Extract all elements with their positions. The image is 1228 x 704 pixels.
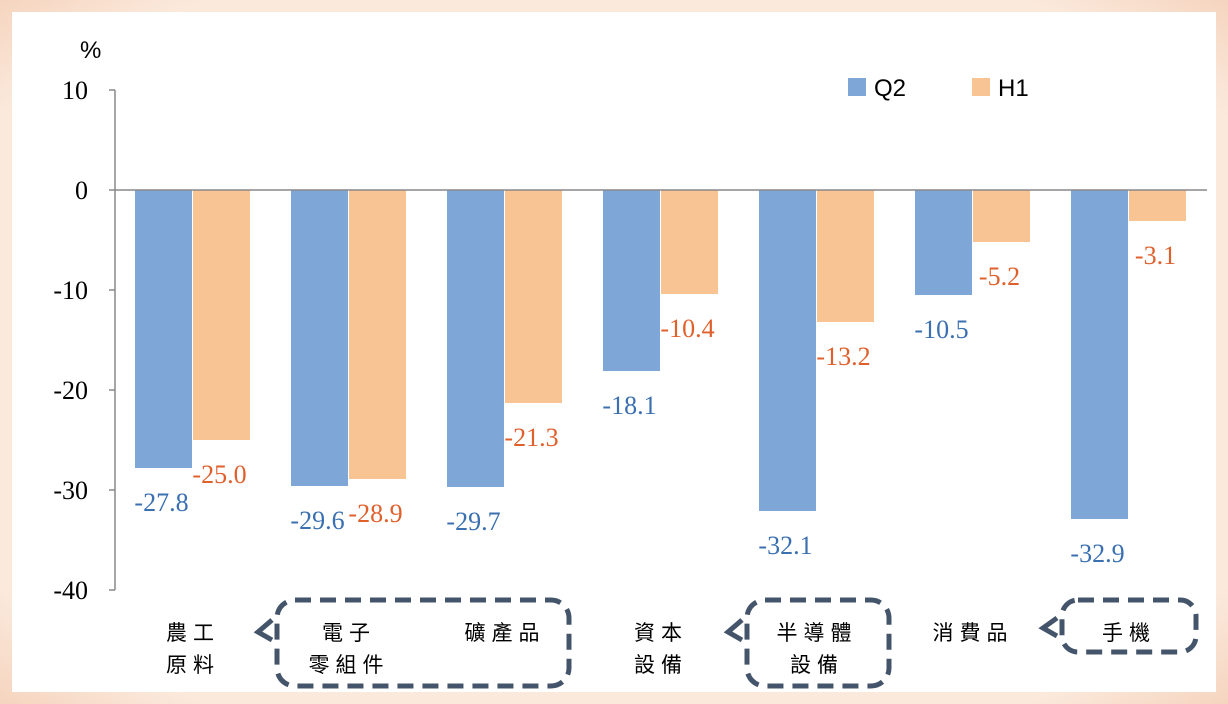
bar	[447, 190, 504, 487]
x-tick-line: 資本	[634, 621, 688, 645]
arrow	[1038, 615, 1059, 639]
value-label: -5.2	[979, 262, 1020, 291]
x-tick-line: 礦產品	[465, 621, 546, 645]
group-box	[1059, 597, 1199, 655]
x-tick-label: 消費品	[933, 621, 1014, 645]
value-label: -3.1	[1135, 241, 1176, 270]
arrow	[723, 618, 744, 643]
y-tick-label: 0	[75, 176, 88, 205]
value-label: -10.4	[660, 314, 714, 343]
legend-label: H1	[998, 75, 1029, 102]
value-label: -29.7	[446, 507, 500, 536]
bar	[661, 190, 718, 294]
x-tick-line: 電子	[322, 621, 376, 645]
arrow	[253, 618, 274, 643]
y-tick-label: -30	[53, 476, 88, 505]
x-tick-line: 手機	[1102, 621, 1156, 645]
x-tick-line: 零組件	[309, 653, 390, 677]
bar	[915, 190, 972, 295]
value-label: -27.8	[134, 488, 188, 517]
x-tick-line: 消費品	[933, 621, 1014, 645]
bar	[817, 190, 874, 322]
y-tick-label: 10	[62, 76, 88, 105]
x-tick-label: 礦產品	[465, 621, 546, 645]
bar	[973, 190, 1030, 242]
value-label: -10.5	[914, 315, 968, 344]
value-label: -13.2	[816, 342, 870, 371]
legend-label: Q2	[874, 75, 906, 102]
x-tick-label: 電子零組件	[309, 621, 390, 677]
legend-swatch	[848, 78, 866, 96]
x-tick-label: 手機	[1102, 621, 1156, 645]
x-tick-line: 農工	[166, 621, 220, 645]
y-tick-label: -10	[53, 276, 88, 305]
value-label: -32.1	[758, 531, 812, 560]
bar	[505, 190, 562, 403]
bar	[1129, 190, 1186, 221]
x-tick-label: 農工原料	[166, 621, 220, 677]
x-tick-label: 資本設備	[634, 621, 688, 677]
x-tick-line: 半導體	[777, 621, 858, 645]
bar	[291, 190, 348, 486]
group-box	[274, 597, 572, 689]
y-unit: %	[80, 37, 101, 64]
bar	[759, 190, 816, 511]
value-label: -25.0	[192, 460, 246, 489]
bar	[603, 190, 660, 371]
bar	[135, 190, 192, 468]
x-tick-line: 設備	[790, 653, 844, 677]
x-tick-label: 半導體設備	[777, 621, 858, 677]
value-label: -28.9	[348, 499, 402, 528]
bar	[349, 190, 406, 479]
value-label: -32.9	[1070, 539, 1124, 568]
value-label: -29.6	[290, 506, 344, 535]
value-label: -21.3	[504, 423, 558, 452]
bar	[193, 190, 250, 440]
y-tick-label: -20	[53, 376, 88, 405]
bar	[1071, 190, 1128, 519]
x-tick-line: 設備	[634, 653, 688, 677]
group-boxes	[274, 597, 1199, 689]
value-label: -18.1	[602, 391, 656, 420]
y-tick-label: -40	[53, 576, 88, 605]
group-arrows	[253, 615, 1059, 643]
x-tick-line: 原料	[166, 653, 220, 677]
group-box	[744, 597, 892, 689]
legend-swatch	[972, 78, 990, 96]
